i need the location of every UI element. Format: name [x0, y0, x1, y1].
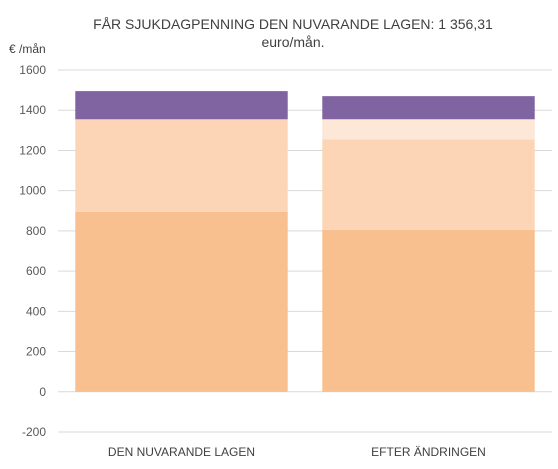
bar-segment — [75, 119, 288, 212]
tick-layer: -200 0 200 400 600 800 1000 1200 1400 1600 — [19, 63, 46, 439]
y-tick-label: 0 — [39, 385, 46, 399]
category-label-layer: DEN NUVARANDE LAGEN EFTER ÄNDRINGEN — [108, 445, 486, 459]
y-tick-label: 600 — [26, 264, 46, 278]
y-tick-label: 800 — [26, 224, 46, 238]
chart-title-line2: euro/mån. — [261, 34, 324, 50]
bar-layer — [75, 91, 535, 392]
y-tick-label: 400 — [26, 304, 46, 318]
y-tick-label: 1200 — [19, 143, 46, 157]
bar-segment — [75, 211, 288, 392]
chart-title-line1: FÅR SJUKDAGPENNING DEN NUVARANDE LAGEN: … — [93, 16, 493, 32]
y-tick-label: 200 — [26, 345, 46, 359]
category-label: EFTER ÄNDRINGEN — [371, 445, 486, 459]
bar-segment — [322, 139, 535, 230]
y-tick-label: 1000 — [19, 184, 46, 198]
bar-segment — [75, 91, 288, 120]
y-axis-unit-label: € /mån — [9, 42, 46, 56]
category-label: DEN NUVARANDE LAGEN — [108, 445, 255, 459]
y-tick-label: -200 — [22, 425, 46, 439]
bar-segment — [322, 96, 535, 120]
bar-segment — [322, 229, 535, 392]
bar-segment — [322, 119, 535, 140]
y-tick-label: 1600 — [19, 63, 46, 77]
y-tick-label: 1400 — [19, 103, 46, 117]
